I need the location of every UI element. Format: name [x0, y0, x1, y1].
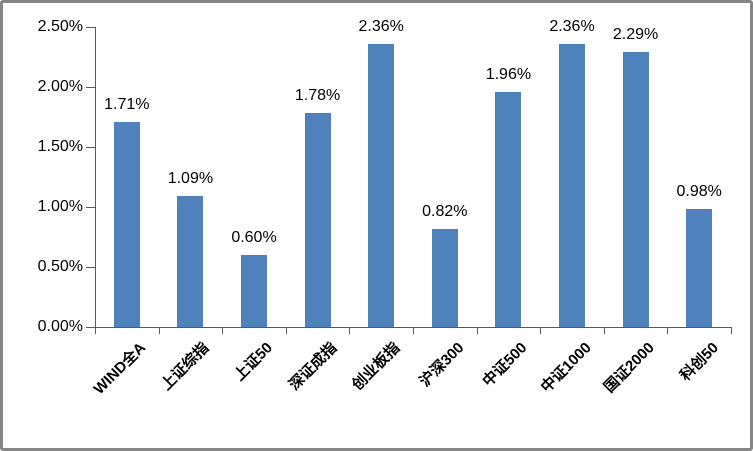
- data-label: 0.98%: [676, 183, 722, 201]
- x-axis-tick: [95, 328, 96, 334]
- x-axis-label: 上证50: [231, 339, 277, 385]
- x-axis-tick: [540, 328, 542, 334]
- data-label: 0.82%: [422, 202, 468, 220]
- x-axis-line: [95, 327, 732, 328]
- x-axis-tick: [349, 328, 351, 334]
- y-axis-tick: [86, 207, 95, 208]
- bar-3: [304, 113, 331, 327]
- y-axis-tick: [86, 27, 95, 28]
- x-axis-tick: [476, 328, 478, 334]
- plot-area: 0.00% 0.50% 1.00% 1.50% 2.00% 2.50% 1.71% WIND全…: [3, 3, 750, 448]
- x-axis-label: 中证500: [479, 339, 531, 391]
- x-axis-label: 中证1000: [537, 339, 595, 397]
- y-axis-tick: [86, 87, 95, 88]
- data-label: 1.09%: [167, 170, 214, 188]
- y-axis-tick: [86, 327, 95, 328]
- bar-8: [622, 52, 649, 327]
- bar-9: [686, 209, 713, 327]
- x-axis-label: 沪深300: [416, 339, 468, 391]
- bar-0: [113, 121, 140, 327]
- x-axis-label: 深证成指: [285, 339, 340, 394]
- x-axis-label: 上证综指: [158, 339, 213, 394]
- data-label: 1.71%: [104, 95, 150, 113]
- y-axis-tick-label: 1.00%: [37, 198, 83, 215]
- data-label: 1.96%: [485, 65, 532, 83]
- x-axis-label: WIND全A: [90, 339, 150, 398]
- x-axis-tick: [158, 328, 160, 334]
- bar-7: [559, 43, 585, 327]
- x-axis-tick: [731, 328, 732, 334]
- x-axis-tick: [413, 328, 414, 334]
- x-axis-tick: [667, 328, 669, 334]
- y-axis-tick-label: 2.50%: [37, 18, 83, 35]
- x-axis-label: 创业板指: [349, 339, 404, 394]
- data-label: 1.78%: [294, 87, 341, 105]
- y-axis-line: [95, 27, 96, 328]
- x-axis-label: 国证2000: [601, 339, 658, 397]
- x-axis-tick: [222, 328, 224, 334]
- bar-1: [177, 196, 204, 327]
- y-axis-tick-label: 1.50%: [37, 138, 83, 155]
- data-label: 2.29%: [612, 26, 659, 44]
- y-axis-tick: [86, 267, 95, 268]
- bar-4: [368, 43, 395, 327]
- data-label: 2.36%: [358, 17, 404, 35]
- bar-5: [431, 228, 458, 327]
- data-label: 2.36%: [549, 17, 595, 35]
- y-axis-tick-label: 0.00%: [37, 318, 83, 335]
- y-axis-tick: [86, 147, 95, 148]
- y-axis-tick-label: 0.50%: [37, 258, 83, 275]
- data-label: 0.60%: [231, 229, 277, 246]
- bar-2: [241, 255, 267, 327]
- x-axis-label: 科创50: [676, 339, 722, 385]
- bar-6: [495, 91, 522, 327]
- x-axis-tick: [285, 328, 287, 334]
- x-axis-tick: [603, 328, 605, 334]
- y-axis-tick-label: 2.00%: [37, 78, 83, 95]
